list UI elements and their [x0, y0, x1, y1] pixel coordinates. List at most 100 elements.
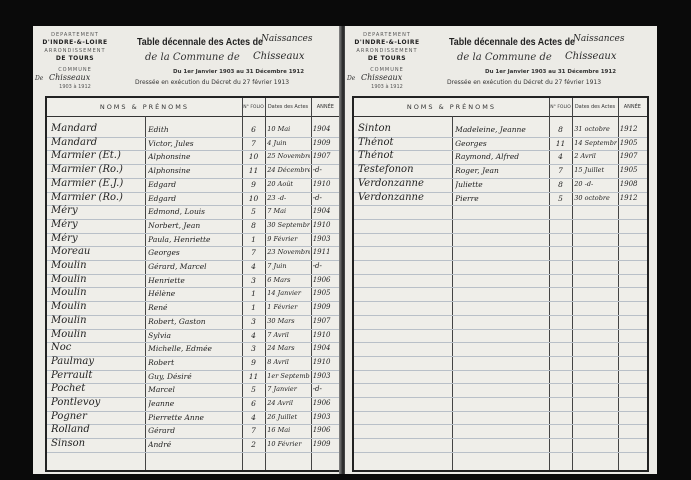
- commune-handwritten: Chisseaux: [49, 73, 91, 82]
- act-date-cell: 23 -d-: [267, 193, 287, 202]
- ruled-line: [47, 369, 340, 371]
- given-names-cell: Edgard: [148, 179, 177, 189]
- book-spine: [339, 26, 347, 474]
- folio-cell: 9: [251, 357, 256, 367]
- surname-cell: Marmier (Ro.): [51, 164, 123, 176]
- years: 1903 à 1912: [59, 84, 91, 90]
- ruled-line: [354, 410, 647, 412]
- ruled-line: [354, 369, 647, 371]
- ruled-line: [47, 218, 340, 220]
- ruled-line: [354, 383, 647, 385]
- year-cell: 1903: [312, 412, 331, 421]
- surname-cell: Moulin: [51, 314, 87, 326]
- folio-cell: 10: [248, 152, 259, 162]
- folio-cell: 7: [558, 166, 563, 176]
- commune-prefix: De: [35, 75, 44, 82]
- given-names-cell: Alphonsine: [148, 152, 191, 162]
- year-cell: 1910: [312, 357, 331, 366]
- year-cell: -d-: [312, 385, 322, 394]
- ruled-line: [47, 301, 340, 303]
- given-names-cell: Sylvia: [148, 330, 172, 340]
- year-cell: 1905: [312, 289, 331, 298]
- surname-cell: Paulmay: [51, 355, 94, 367]
- folio-cell: 10: [248, 193, 259, 203]
- given-names-cell: Norbert, Jean: [148, 220, 201, 230]
- given-names-cell: Guy, Désiré: [148, 371, 192, 381]
- commune-prefix: De: [347, 75, 356, 82]
- surname-cell: Moulin: [51, 260, 87, 271]
- act-type-handwritten: Naissances: [261, 34, 313, 44]
- year-cell: 1912: [619, 193, 638, 202]
- given-names-cell: Hélène: [148, 289, 176, 299]
- surname-cell: Moulin: [51, 287, 87, 299]
- year-cell: 1906: [312, 426, 331, 435]
- ruled-line: [47, 164, 340, 166]
- year-cell: 1910: [312, 330, 331, 339]
- surname-cell: Méry: [51, 205, 78, 217]
- act-date-cell: 6 Mars: [267, 275, 291, 284]
- folio-cell: 11: [248, 371, 259, 381]
- year-cell: 1909: [312, 138, 331, 147]
- given-names-cell: Roger, Jean: [455, 166, 499, 176]
- folio-cell: 11: [555, 138, 566, 148]
- act-date-cell: 24 Décembre: [267, 166, 310, 175]
- act-date-cell: 24 Avril: [267, 399, 293, 407]
- folio-cell: 8: [558, 179, 563, 189]
- department: D'INDRE-&-LOIRE: [354, 39, 420, 46]
- folio-cell: 3: [251, 316, 256, 326]
- act-date-cell: 30 Mars: [267, 316, 295, 325]
- ruled-line: [47, 246, 340, 248]
- folio-cell: 7: [251, 138, 256, 148]
- given-names-cell: Henriette: [148, 275, 185, 285]
- folio-cell: 4: [251, 330, 256, 340]
- commune-line: de la Commune de: [145, 52, 240, 63]
- year-cell: 1909: [312, 303, 331, 312]
- ruled-line: [354, 355, 647, 357]
- arrondissement: DE TOURS: [367, 55, 407, 62]
- ruled-line: [354, 164, 647, 166]
- title: Table décennale des Actes de: [137, 36, 263, 48]
- act-date-cell: 7 Mai: [267, 207, 287, 216]
- year-cell: 1906: [312, 275, 331, 284]
- folio-cell: 4: [251, 412, 256, 422]
- act-date-cell: 1er Septembre: [267, 371, 310, 380]
- column-divider: [572, 98, 574, 470]
- folio-cell: 11: [248, 166, 259, 176]
- year-cell: 1904: [312, 207, 331, 216]
- surname-cell: Marmier (Ro.): [51, 191, 123, 203]
- year-cell: 1907: [312, 152, 331, 161]
- act-date-cell: 23 Novembre: [267, 248, 310, 257]
- folio-cell: 2: [251, 440, 256, 450]
- commune-name-handwritten: Chisseaux: [253, 51, 305, 62]
- surname-cell: Noc: [51, 342, 72, 354]
- surname-cell: Mandard: [51, 136, 98, 148]
- year-cell: 1905: [619, 138, 638, 147]
- year-cell: -d-: [312, 262, 322, 270]
- column-divider: [452, 116, 454, 470]
- surname-cell: Thénot: [358, 150, 394, 162]
- surname-cell: Marmier (Et.): [51, 150, 121, 162]
- period: Du 1er Janvier 1903 au 31 Décembre 1912: [173, 69, 305, 75]
- act-date-cell: 16 Mai: [267, 426, 291, 435]
- given-names-cell: Raymond, Alfred: [455, 152, 520, 162]
- header-folio: N° FOLIO: [548, 98, 573, 117]
- ruled-line: [354, 301, 647, 303]
- period: Du 1er Janvier 1903 au 31 Décembre 1912: [485, 69, 617, 75]
- column-divider: [617, 98, 619, 470]
- given-names-cell: Gérard: [148, 426, 176, 436]
- ruled-line: [354, 342, 647, 344]
- year-cell: 1910: [312, 179, 331, 188]
- ruled-line: [354, 136, 647, 138]
- surname-cell: Testefonon: [358, 164, 414, 176]
- ruled-line: [354, 451, 647, 453]
- act-date-cell: 30 octobre: [574, 193, 610, 202]
- folio-cell: 4: [251, 262, 256, 271]
- ruled-line: [47, 451, 340, 453]
- act-date-cell: 1 Février: [267, 303, 298, 312]
- folio-cell: 3: [251, 344, 256, 354]
- header-folio: N° FOLIO: [241, 98, 266, 117]
- right-page: DEPARTEMENT D'INDRE-&-LOIRE ARRONDISSEMENT…: [345, 26, 657, 474]
- act-date-cell: 9 Février: [267, 234, 298, 243]
- given-names-cell: Jeanne: [148, 399, 175, 408]
- register-table: NOMS & PRÉNOMS N° FOLIO Dates des Actes ANN…: [45, 96, 342, 472]
